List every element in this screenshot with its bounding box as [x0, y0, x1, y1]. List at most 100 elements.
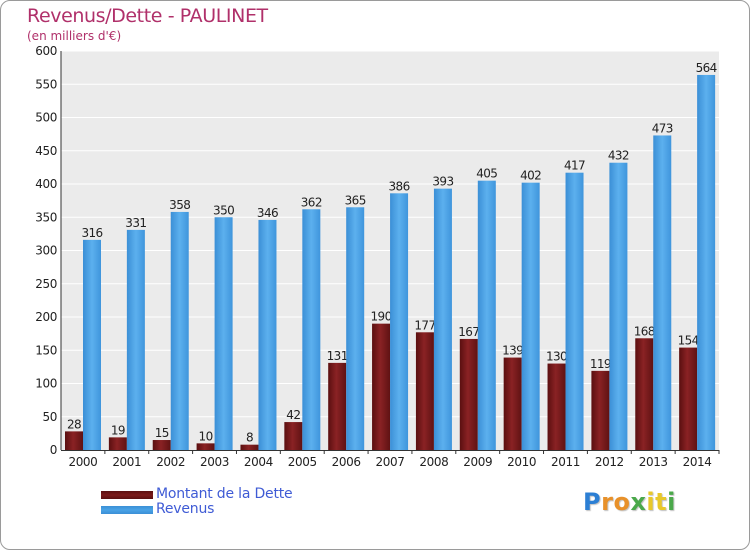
- data-label-revenue: 350: [213, 203, 234, 217]
- x-tick-label: 2014: [683, 455, 712, 469]
- x-tick-label: 2004: [244, 455, 273, 469]
- y-tick-label: 100: [35, 377, 57, 391]
- x-tick-label: 2005: [288, 455, 317, 469]
- data-label-revenue: 417: [564, 159, 585, 173]
- x-tick-label: 2003: [200, 455, 229, 469]
- x-tick-label: 2011: [551, 455, 580, 469]
- data-label-debt: 42: [286, 408, 300, 422]
- y-tick-label: 500: [35, 111, 57, 125]
- x-tick-label: 2008: [419, 455, 448, 469]
- logo-letter: r: [601, 488, 614, 516]
- data-label-debt: 119: [590, 357, 611, 371]
- data-label-revenue: 358: [169, 198, 190, 212]
- bar-revenue: [126, 229, 145, 450]
- y-tick-label: 600: [35, 44, 57, 58]
- y-tick-label: 300: [35, 244, 57, 258]
- data-label-revenue: 402: [520, 169, 541, 183]
- bar-revenue: [258, 219, 277, 450]
- chart-subtitle: (en milliers d'€): [27, 29, 122, 43]
- bar-revenue: [302, 209, 321, 450]
- bar-revenue: [214, 217, 233, 450]
- data-label-debt: 190: [371, 310, 392, 324]
- logo-letter: i: [667, 488, 676, 516]
- bar-revenue: [346, 207, 365, 450]
- legend-label-revenue: Revenus: [156, 501, 215, 517]
- y-tick-label: 0: [50, 443, 57, 457]
- data-label-debt: 15: [155, 426, 169, 440]
- y-tick-label: 200: [35, 310, 57, 324]
- logo-letter: t: [655, 488, 668, 516]
- data-label-debt: 154: [678, 334, 699, 348]
- x-tick-label: 2002: [156, 455, 185, 469]
- data-label-revenue: 432: [608, 149, 629, 163]
- y-tick-label: 400: [35, 177, 57, 191]
- legend-label-debt: Montant de la Dette: [156, 486, 293, 502]
- logo-letter: x: [630, 488, 647, 516]
- y-tick-label: 50: [43, 410, 57, 424]
- bar-revenue: [170, 211, 189, 450]
- bar-debt: [459, 338, 478, 450]
- data-label-debt: 10: [199, 429, 213, 443]
- x-tick-label: 2012: [595, 455, 624, 469]
- bar-revenue: [390, 193, 409, 450]
- data-label-revenue: 473: [652, 121, 673, 135]
- bar-revenue: [521, 182, 540, 451]
- bar-debt: [415, 332, 434, 450]
- x-tick-label: 2013: [639, 455, 668, 469]
- data-label-debt: 130: [546, 350, 567, 364]
- bar-debt: [591, 370, 610, 450]
- bar-debt: [635, 338, 654, 450]
- data-label-debt: 139: [502, 344, 523, 358]
- data-label-debt: 28: [67, 417, 81, 431]
- x-tick-label: 2009: [463, 455, 492, 469]
- y-tick-label: 550: [35, 77, 57, 91]
- legend-swatch-revenue: [101, 506, 153, 514]
- bar-revenue: [609, 162, 628, 450]
- data-label-revenue: 386: [389, 179, 410, 193]
- x-tick-label: 2001: [112, 455, 141, 469]
- bar-debt: [679, 347, 698, 450]
- logo-letter: P: [583, 488, 602, 516]
- y-tick-label: 450: [35, 144, 57, 158]
- data-label-revenue: 393: [432, 175, 453, 189]
- chart-title: Revenus/Dette - PAULINET: [27, 5, 268, 27]
- bar-debt: [503, 357, 522, 450]
- data-label-revenue: 564: [696, 61, 717, 75]
- data-label-debt: 8: [246, 431, 253, 445]
- data-label-revenue: 331: [125, 216, 146, 230]
- data-label-revenue: 405: [476, 167, 497, 181]
- data-label-debt: 167: [458, 325, 479, 339]
- x-tick-label: 2007: [376, 455, 405, 469]
- bar-debt: [108, 437, 127, 450]
- x-tick-label: 2000: [68, 455, 97, 469]
- y-tick-label: 350: [35, 210, 57, 224]
- y-tick-label: 250: [35, 277, 57, 291]
- bar-revenue: [565, 172, 584, 450]
- bar-debt: [328, 362, 347, 450]
- data-label-debt: 131: [327, 349, 348, 363]
- bar-revenue: [433, 188, 452, 450]
- data-label-debt: 19: [111, 423, 125, 437]
- legend-swatch-debt: [101, 491, 153, 499]
- bar-debt: [547, 363, 566, 450]
- data-label-revenue: 346: [257, 206, 278, 220]
- bar-revenue: [477, 180, 496, 451]
- x-tick-label: 2006: [332, 455, 361, 469]
- bar-revenue: [653, 135, 672, 450]
- data-label-revenue: 316: [81, 226, 102, 240]
- logo-letter: o: [613, 488, 631, 516]
- data-label-revenue: 365: [345, 193, 366, 207]
- logo-letter: i: [646, 488, 656, 516]
- bar-debt: [240, 444, 259, 450]
- bar-debt: [284, 422, 303, 450]
- bar-revenue: [83, 239, 101, 450]
- bar-debt: [196, 443, 215, 450]
- bar-debt: [65, 431, 83, 450]
- proxiti-logo: Proxiti: [583, 488, 676, 516]
- data-label-debt: 168: [634, 324, 655, 338]
- data-label-debt: 177: [414, 318, 435, 332]
- x-tick-label: 2010: [507, 455, 536, 469]
- bar-debt: [152, 440, 171, 450]
